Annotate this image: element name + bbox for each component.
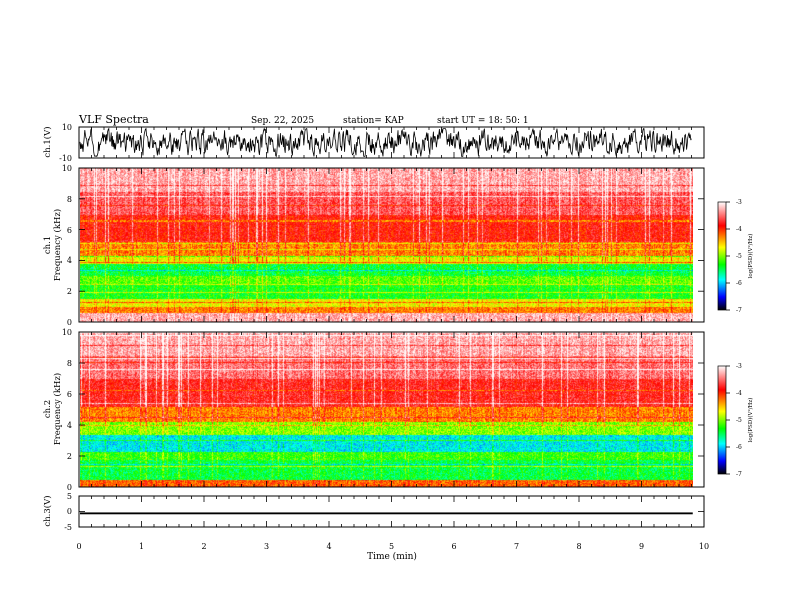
ch2-cb-tick-neg7: -7 <box>736 471 742 478</box>
ch1-cb-tick-neg7: -7 <box>736 307 742 314</box>
time-tick-0: 0 <box>76 542 81 551</box>
ch2-spectrogram-ylabel-channel: ch.2 <box>43 400 53 418</box>
ch1-spectrogram-image-holder <box>80 168 693 322</box>
figure-title: VLF Spectra <box>78 113 149 126</box>
ch1-freq-tick-6: 6 <box>67 226 72 235</box>
ch1-freq-tick-0: 0 <box>67 318 72 327</box>
ch2-colorbar-ticks <box>726 365 730 475</box>
time-tick-2: 2 <box>201 542 206 551</box>
time-tick-8: 8 <box>576 542 581 551</box>
ch1-cb-tick-neg3: -3 <box>736 199 742 206</box>
ch2-spectrogram-panel: 0 2 4 6 8 10 ch.2 Frequency (kHz) <box>43 328 705 492</box>
time-tick-7: 7 <box>514 542 519 551</box>
ch2-freq-tick-2: 2 <box>67 452 72 461</box>
ch3-ytick-0: 0 <box>67 507 72 516</box>
ch1-spectrogram-ylabel-channel: ch.1 <box>43 236 53 254</box>
time-axis: 0 1 2 3 4 5 6 7 8 9 10 Time (min) <box>76 542 709 562</box>
ch3-waveform-ylabel: ch.3(V) <box>42 495 53 526</box>
ch2-spectrogram-ylabel-freq: Frequency (kHz) <box>52 373 63 445</box>
ch2-spectrogram-ticks <box>78 331 705 488</box>
time-axis-label: Time (min) <box>367 551 417 562</box>
ch1-cb-tick-neg5: -5 <box>736 253 742 260</box>
ch2-cb-tick-neg4: -4 <box>736 390 742 397</box>
ch1-colorbar: -3 -4 -5 -6 -7 log(PSD)(V²/Hz) <box>717 199 754 314</box>
ch2-spectrogram-image-holder <box>80 332 693 487</box>
header-station: station= KAP <box>343 116 404 126</box>
ch2-cb-tick-neg3: -3 <box>736 363 742 370</box>
ch3-waveform-ticks <box>78 495 705 528</box>
ch1-colorbar-label: log(PSD)(V²/Hz) <box>747 234 754 279</box>
ch3-ytick-neg5: -5 <box>64 523 72 532</box>
time-tick-6: 6 <box>451 542 456 551</box>
time-tick-10: 10 <box>699 542 709 551</box>
ch1-freq-tick-2: 2 <box>67 287 72 296</box>
time-tick-3: 3 <box>264 542 269 551</box>
time-tick-1: 1 <box>139 542 144 551</box>
ch2-spectrogram-image <box>80 332 693 487</box>
ch1-ytick-10: 10 <box>62 123 72 132</box>
ch1-waveform-trace <box>79 127 692 158</box>
ch3-waveform-panel: 5 0 -5 ch.3(V) <box>42 492 705 532</box>
ch1-cb-tick-neg6: -6 <box>736 280 742 287</box>
ch1-cb-tick-neg4: -4 <box>736 226 742 233</box>
ch2-colorbar-gradient-holder <box>718 366 726 474</box>
ch1-spectrogram-ylabel-freq: Frequency (kHz) <box>52 209 63 281</box>
ch2-cb-tick-neg5: -5 <box>736 417 742 424</box>
ch1-spectrogram-panel: 0 2 4 6 8 10 ch.1 Frequency (kHz) <box>43 164 705 327</box>
header-start-ut: start UT = 18: 50: 1 <box>437 116 529 126</box>
ch1-colorbar-gradient <box>718 202 726 310</box>
ch2-freq-tick-6: 6 <box>67 390 72 399</box>
ch2-colorbar-gradient <box>718 366 726 474</box>
time-tick-5: 5 <box>389 542 394 551</box>
ch1-freq-tick-4: 4 <box>67 256 72 265</box>
ch1-spectrogram-image <box>80 168 693 322</box>
time-tick-4: 4 <box>326 542 331 551</box>
header-date: Sep. 22, 2025 <box>251 116 314 126</box>
ch2-colorbar: -3 -4 -5 -6 -7 log(PSD)(V²/Hz) <box>717 363 754 478</box>
ch1-waveform-ylabel: ch.1(V) <box>42 126 53 157</box>
ch2-freq-tick-10: 10 <box>62 328 72 337</box>
ch1-waveform-panel: 10 -10 ch.1(V) <box>42 123 705 163</box>
ch1-ytick-neg10: -10 <box>59 154 72 163</box>
ch2-freq-tick-4: 4 <box>67 421 72 430</box>
ch1-spectrogram-ticks <box>78 167 705 323</box>
ch3-waveform-trace <box>80 512 693 515</box>
ch1-freq-tick-8: 8 <box>67 195 72 204</box>
ch1-colorbar-ticks <box>726 201 730 311</box>
time-tick-9: 9 <box>639 542 644 551</box>
ch1-waveform-ticks <box>78 126 705 159</box>
ch2-colorbar-label: log(PSD)(V²/Hz) <box>747 398 754 443</box>
ch2-freq-tick-8: 8 <box>67 359 72 368</box>
ch1-freq-tick-10: 10 <box>62 164 72 173</box>
ch1-colorbar-gradient-holder <box>718 202 726 310</box>
ch2-cb-tick-neg6: -6 <box>736 444 742 451</box>
ch3-ytick-5: 5 <box>67 492 72 501</box>
ch2-freq-tick-0: 0 <box>67 483 72 492</box>
